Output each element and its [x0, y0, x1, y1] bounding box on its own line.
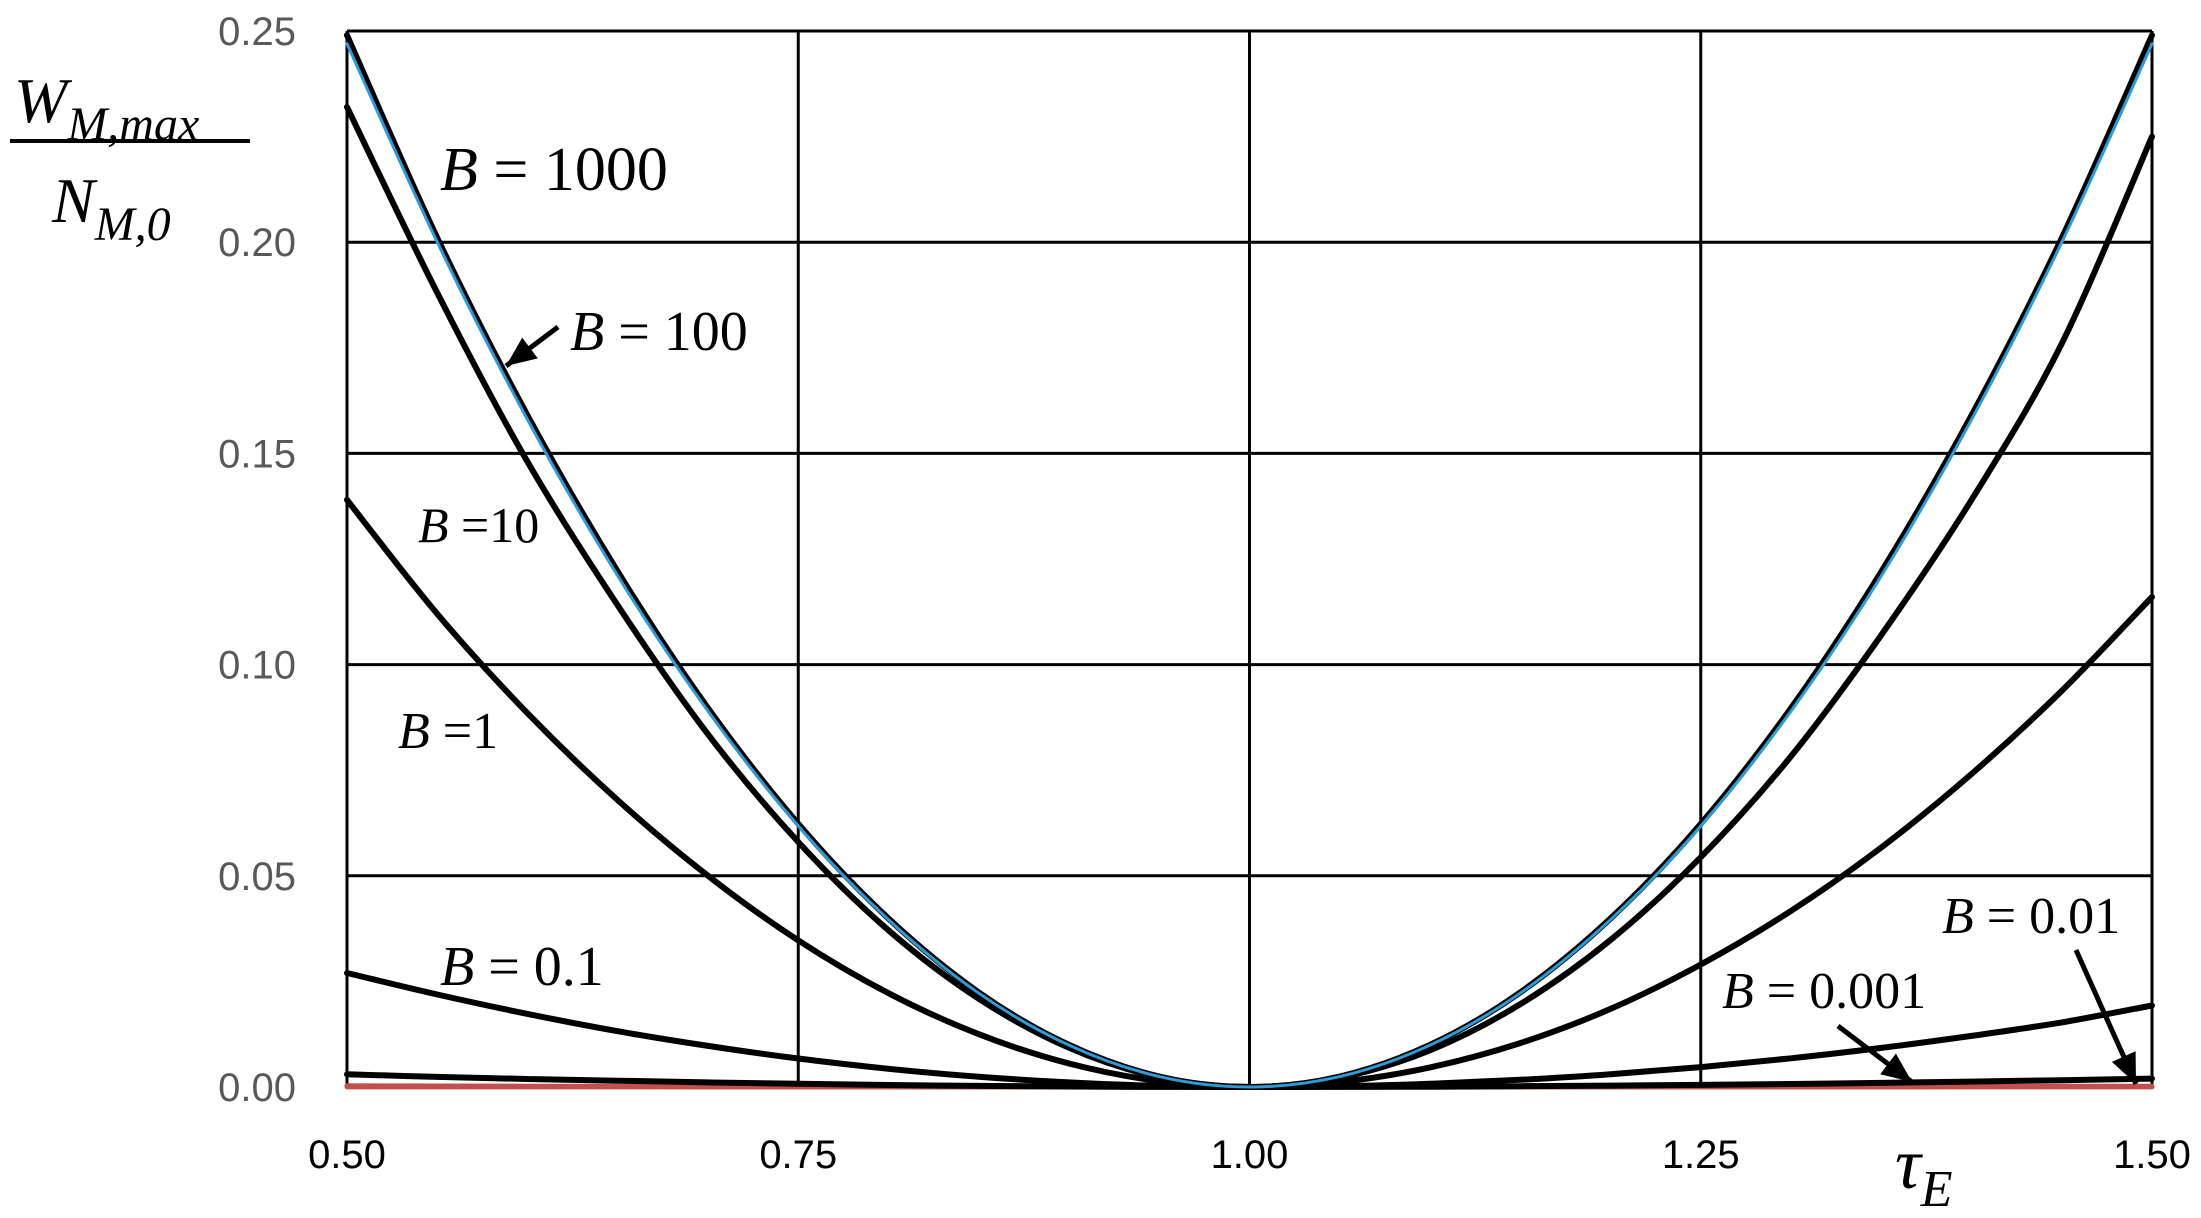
curve-label-value: = 100 — [604, 301, 748, 363]
x-tick-label: 0.50 — [308, 1133, 386, 1177]
y-tick-label: 0.10 — [218, 644, 296, 688]
y-tick-label: 0.15 — [218, 432, 296, 476]
y-tick-label: 0.25 — [218, 10, 296, 54]
y-tick-label: 0.00 — [218, 1066, 296, 1110]
curve-label-value: = 1000 — [478, 136, 668, 204]
curve-label-variable: B — [440, 936, 474, 998]
annotation-arrow-head — [1880, 1054, 1912, 1083]
x-axis-label: τE — [1895, 1124, 1953, 1213]
svg-text:WM,max: WM,max — [14, 65, 199, 151]
y-axis-label: WM,max NM,0 — [10, 65, 250, 251]
annotation-arrow-head — [506, 338, 538, 366]
x-label-sub: E — [1920, 1161, 1953, 1213]
curve-label: B =1 — [398, 703, 498, 760]
curve-label-variable: B — [570, 301, 604, 363]
y-label-numerator-main: W — [14, 65, 73, 136]
curve-label-value: =10 — [449, 497, 540, 553]
curve-label-value: = 0.01 — [1974, 888, 2120, 945]
x-tick-label: 1.50 — [2113, 1133, 2191, 1177]
curve-label-variable: B — [1722, 963, 1754, 1020]
svg-text:NM,0: NM,0 — [51, 165, 171, 251]
x-tick-label: 1.00 — [1211, 1133, 1289, 1177]
curve-label: B = 1000 — [440, 136, 668, 204]
x-label-main: τ — [1895, 1124, 1923, 1204]
x-tick-label: 1.25 — [1662, 1133, 1740, 1177]
curve-label-value: =1 — [430, 703, 498, 760]
y-tick-label: 0.20 — [218, 221, 296, 265]
curve-label-variable: B — [418, 497, 449, 553]
svg-text:τE: τE — [1895, 1124, 1953, 1213]
curve-label-variable: B — [440, 136, 478, 204]
curve-label: B = 0.001 — [1722, 963, 1926, 1020]
curve-label: B =10 — [418, 497, 539, 553]
curve-label-value: = 0.1 — [474, 936, 604, 998]
y-label-denominator-sub: M,0 — [94, 198, 171, 251]
y-label-numerator-sub: M,max — [66, 98, 199, 151]
curve-label-variable: B — [1942, 888, 1974, 945]
y-label-denominator-main: N — [51, 165, 98, 236]
x-tick-label: 0.75 — [759, 1133, 837, 1177]
curve-label: B = 100 — [570, 301, 748, 363]
y-tick-label: 0.05 — [218, 855, 296, 899]
curve-label-variable: B — [398, 703, 430, 760]
curve-label-value: = 0.001 — [1754, 963, 1926, 1020]
curve-label: B = 0.01 — [1942, 888, 2120, 945]
curve-label: B = 0.1 — [440, 936, 604, 998]
